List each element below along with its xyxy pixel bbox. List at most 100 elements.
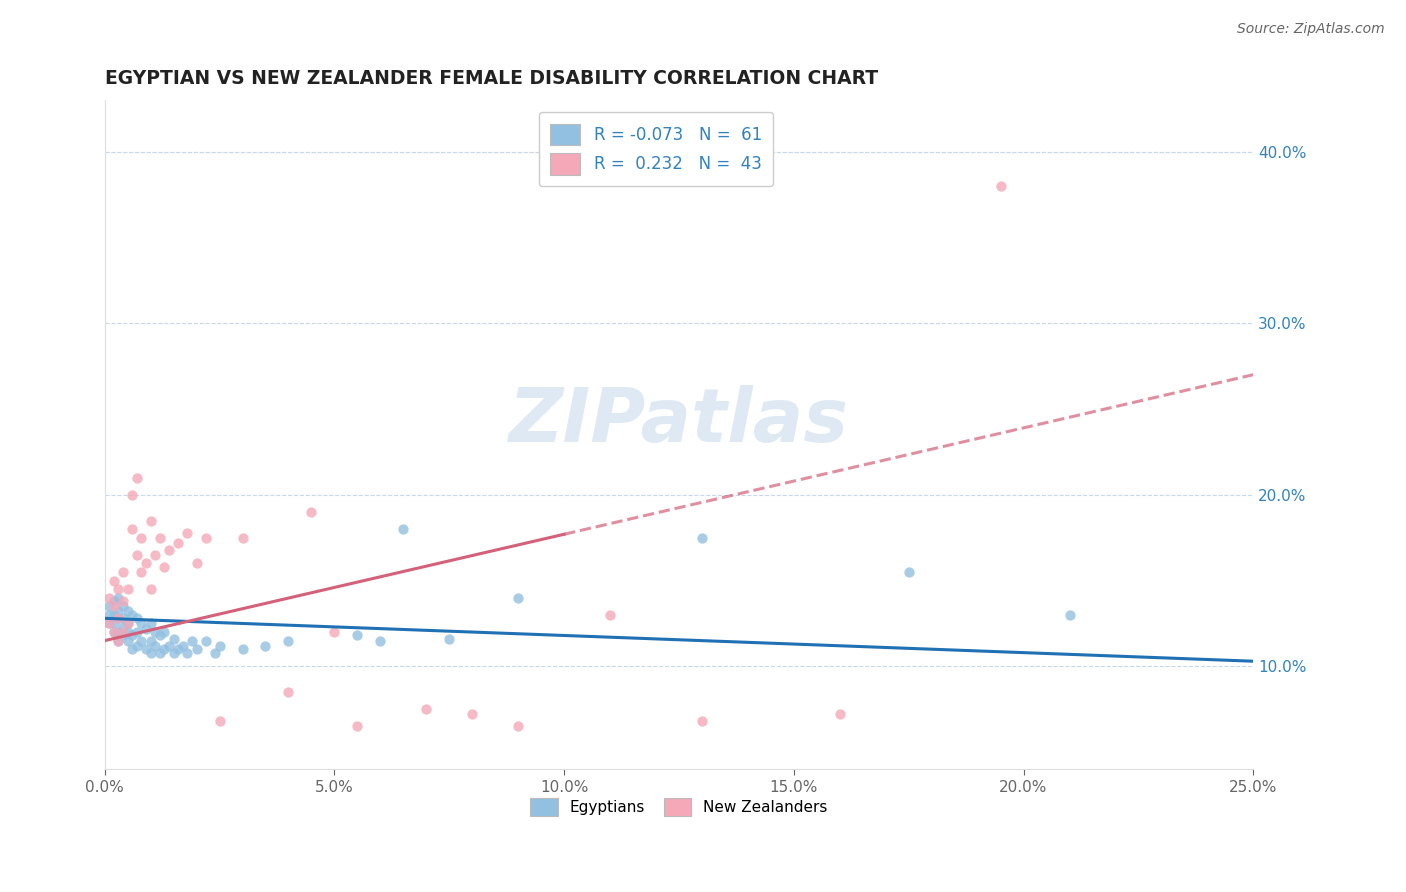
- Point: [194, 633, 217, 648]
- Point: [990, 178, 1012, 193]
- Point: [107, 591, 129, 605]
- Point: [172, 639, 194, 653]
- Point: [131, 616, 153, 631]
- Point: [208, 639, 231, 653]
- Point: [117, 616, 139, 631]
- Point: [149, 531, 172, 545]
- Point: [131, 531, 153, 545]
- Point: [135, 642, 157, 657]
- Point: [439, 632, 461, 646]
- Point: [103, 616, 125, 631]
- Point: [121, 488, 143, 502]
- Point: [125, 625, 148, 640]
- Point: [107, 611, 129, 625]
- Point: [153, 625, 176, 640]
- Point: [112, 565, 135, 579]
- Text: Source: ZipAtlas.com: Source: ZipAtlas.com: [1237, 22, 1385, 37]
- Point: [153, 559, 176, 574]
- Point: [112, 599, 135, 614]
- Point: [125, 470, 148, 484]
- Point: [208, 714, 231, 729]
- Point: [149, 628, 172, 642]
- Legend: Egyptians, New Zealanders: Egyptians, New Zealanders: [524, 792, 834, 822]
- Point: [143, 625, 166, 640]
- Point: [204, 646, 226, 660]
- Point: [167, 642, 190, 657]
- Point: [112, 625, 135, 640]
- Point: [149, 646, 172, 660]
- Point: [112, 611, 135, 625]
- Point: [98, 591, 121, 605]
- Point: [103, 594, 125, 608]
- Point: [107, 633, 129, 648]
- Point: [139, 616, 162, 631]
- Point: [112, 594, 135, 608]
- Point: [117, 616, 139, 631]
- Point: [98, 616, 121, 631]
- Point: [143, 548, 166, 562]
- Point: [157, 542, 180, 557]
- Point: [117, 604, 139, 618]
- Point: [508, 591, 530, 605]
- Point: [828, 707, 851, 722]
- Point: [162, 646, 184, 660]
- Point: [125, 639, 148, 653]
- Point: [162, 632, 184, 646]
- Point: [135, 557, 157, 571]
- Point: [103, 607, 125, 622]
- Point: [121, 628, 143, 642]
- Point: [1059, 607, 1081, 622]
- Point: [508, 719, 530, 733]
- Point: [157, 639, 180, 653]
- Point: [392, 522, 415, 536]
- Point: [98, 616, 121, 631]
- Point: [125, 548, 148, 562]
- Point: [323, 625, 346, 640]
- Point: [121, 607, 143, 622]
- Point: [231, 642, 253, 657]
- Point: [370, 633, 392, 648]
- Point: [131, 633, 153, 648]
- Point: [897, 565, 920, 579]
- Point: [103, 599, 125, 614]
- Point: [125, 611, 148, 625]
- Text: ZIPatlas: ZIPatlas: [509, 384, 849, 458]
- Point: [107, 604, 129, 618]
- Point: [103, 625, 125, 640]
- Point: [143, 639, 166, 653]
- Point: [254, 639, 277, 653]
- Point: [103, 625, 125, 640]
- Text: EGYPTIAN VS NEW ZEALANDER FEMALE DISABILITY CORRELATION CHART: EGYPTIAN VS NEW ZEALANDER FEMALE DISABIL…: [104, 69, 877, 87]
- Point: [277, 633, 299, 648]
- Point: [107, 582, 129, 596]
- Point: [98, 599, 121, 614]
- Point: [135, 622, 157, 636]
- Point: [98, 607, 121, 622]
- Point: [117, 582, 139, 596]
- Point: [194, 531, 217, 545]
- Point: [277, 685, 299, 699]
- Point: [176, 525, 198, 540]
- Point: [117, 625, 139, 640]
- Point: [231, 531, 253, 545]
- Point: [690, 531, 713, 545]
- Point: [107, 633, 129, 648]
- Point: [117, 633, 139, 648]
- Point: [121, 642, 143, 657]
- Point: [186, 557, 208, 571]
- Point: [181, 633, 204, 648]
- Point: [139, 514, 162, 528]
- Point: [112, 620, 135, 634]
- Point: [346, 719, 368, 733]
- Point: [139, 633, 162, 648]
- Point: [599, 607, 621, 622]
- Point: [415, 702, 437, 716]
- Point: [153, 642, 176, 657]
- Point: [107, 625, 129, 640]
- Point: [690, 714, 713, 729]
- Point: [346, 628, 368, 642]
- Point: [139, 582, 162, 596]
- Point: [167, 536, 190, 550]
- Point: [176, 646, 198, 660]
- Point: [121, 522, 143, 536]
